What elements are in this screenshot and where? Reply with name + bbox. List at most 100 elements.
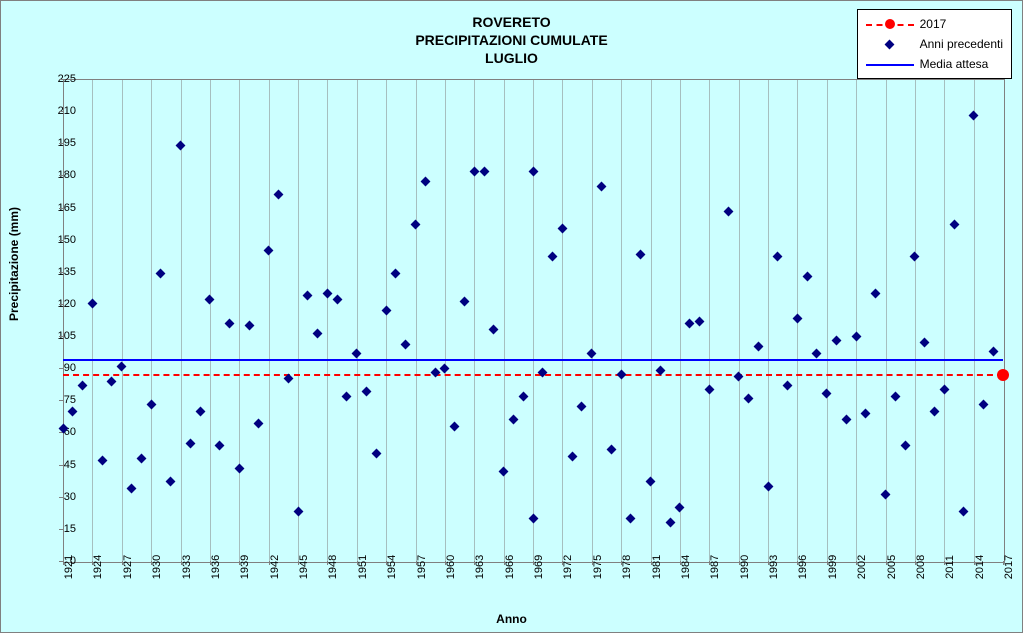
gridline-vertical xyxy=(357,79,358,561)
gridline-vertical xyxy=(680,79,681,561)
gridline-vertical xyxy=(533,79,534,561)
x-tick-mark xyxy=(445,561,446,565)
gridline-vertical xyxy=(886,79,887,561)
gridline-vertical xyxy=(651,79,652,561)
x-axis-label: Anno xyxy=(1,612,1022,626)
x-tick-label: 1921 xyxy=(63,555,75,579)
x-tick-mark xyxy=(533,561,534,565)
gridline-vertical xyxy=(210,79,211,561)
gridline-vertical xyxy=(181,79,182,561)
x-tick-label: 1933 xyxy=(181,555,193,579)
x-tick-label: 1930 xyxy=(151,555,163,579)
x-tick-label: 1948 xyxy=(327,555,339,579)
x-tick-mark xyxy=(856,561,857,565)
x-tick-mark xyxy=(621,561,622,565)
x-tick-mark xyxy=(151,561,152,565)
x-tick-mark xyxy=(504,561,505,565)
gridline-vertical xyxy=(122,79,123,561)
y-tick-mark xyxy=(59,208,63,209)
gridline-vertical xyxy=(739,79,740,561)
gridline-vertical xyxy=(944,79,945,561)
y-tick-mark xyxy=(59,529,63,530)
reference-line-media_attesa xyxy=(63,359,1003,363)
gridline-vertical xyxy=(504,79,505,561)
legend-item-media: Media attesa xyxy=(866,54,1003,74)
x-tick-label: 1978 xyxy=(621,555,633,579)
legend-label-media: Media attesa xyxy=(920,57,989,71)
x-tick-label: 1960 xyxy=(445,555,457,579)
y-tick-mark xyxy=(59,272,63,273)
plot-area xyxy=(63,79,1005,563)
x-tick-mark xyxy=(709,561,710,565)
y-tick-mark xyxy=(59,336,63,337)
x-tick-label: 1987 xyxy=(709,555,721,579)
y-tick-mark xyxy=(59,400,63,401)
gridline-vertical xyxy=(151,79,152,561)
x-tick-label: 2017 xyxy=(1003,555,1015,579)
x-tick-label: 1972 xyxy=(562,555,574,579)
legend-swatch-prev xyxy=(866,36,914,52)
x-tick-label: 2005 xyxy=(886,555,898,579)
x-tick-mark xyxy=(122,561,123,565)
gridline-vertical xyxy=(474,79,475,561)
x-tick-mark xyxy=(886,561,887,565)
x-tick-mark xyxy=(797,561,798,565)
y-tick-mark xyxy=(59,368,63,369)
gridline-vertical xyxy=(856,79,857,561)
x-tick-mark xyxy=(298,561,299,565)
data-point-2017 xyxy=(997,369,1009,381)
legend-item-prev: Anni precedenti xyxy=(866,34,1003,54)
x-tick-mark xyxy=(562,561,563,565)
y-tick-mark xyxy=(59,465,63,466)
x-tick-mark xyxy=(1003,561,1004,565)
x-tick-mark xyxy=(915,561,916,565)
y-axis-label: Precipitazione (mm) xyxy=(7,207,21,321)
x-tick-label: 1996 xyxy=(797,555,809,579)
reference-line-line_2017 xyxy=(63,374,1003,378)
x-tick-label: 1990 xyxy=(739,555,751,579)
x-tick-label: 1969 xyxy=(533,555,545,579)
gridline-vertical xyxy=(327,79,328,561)
x-tick-mark xyxy=(827,561,828,565)
x-tick-mark xyxy=(92,561,93,565)
x-tick-mark xyxy=(269,561,270,565)
y-tick-mark xyxy=(59,111,63,112)
y-tick-mark xyxy=(59,143,63,144)
x-tick-label: 1993 xyxy=(768,555,780,579)
x-tick-label: 1939 xyxy=(239,555,251,579)
x-tick-mark xyxy=(474,561,475,565)
gridline-vertical xyxy=(445,79,446,561)
x-tick-mark xyxy=(651,561,652,565)
x-tick-mark xyxy=(944,561,945,565)
x-tick-mark xyxy=(680,561,681,565)
x-tick-label: 1975 xyxy=(592,555,604,579)
gridline-vertical xyxy=(386,79,387,561)
x-tick-label: 1954 xyxy=(386,555,398,579)
x-tick-mark xyxy=(210,561,211,565)
legend-label-prev: Anni precedenti xyxy=(920,37,1003,51)
gridline-vertical xyxy=(416,79,417,561)
x-tick-mark xyxy=(63,561,64,565)
x-tick-label: 1924 xyxy=(92,555,104,579)
x-tick-label: 1966 xyxy=(504,555,516,579)
gridline-vertical xyxy=(709,79,710,561)
y-tick-mark xyxy=(59,240,63,241)
legend-label-2017: 2017 xyxy=(920,17,947,31)
x-tick-label: 1945 xyxy=(298,555,310,579)
gridline-vertical xyxy=(827,79,828,561)
y-tick-mark xyxy=(59,497,63,498)
y-tick-mark xyxy=(59,304,63,305)
gridline-vertical xyxy=(239,79,240,561)
gridline-vertical xyxy=(298,79,299,561)
chart-container: ROVERETO PRECIPITAZIONI CUMULATE LUGLIO … xyxy=(0,0,1023,633)
x-tick-label: 1963 xyxy=(474,555,486,579)
x-tick-mark xyxy=(386,561,387,565)
x-tick-mark xyxy=(239,561,240,565)
x-tick-mark xyxy=(327,561,328,565)
x-tick-mark xyxy=(768,561,769,565)
x-tick-label: 2008 xyxy=(915,555,927,579)
x-tick-label: 1984 xyxy=(680,555,692,579)
gridline-vertical xyxy=(592,79,593,561)
x-tick-label: 2002 xyxy=(856,555,868,579)
x-tick-label: 2011 xyxy=(944,555,956,579)
